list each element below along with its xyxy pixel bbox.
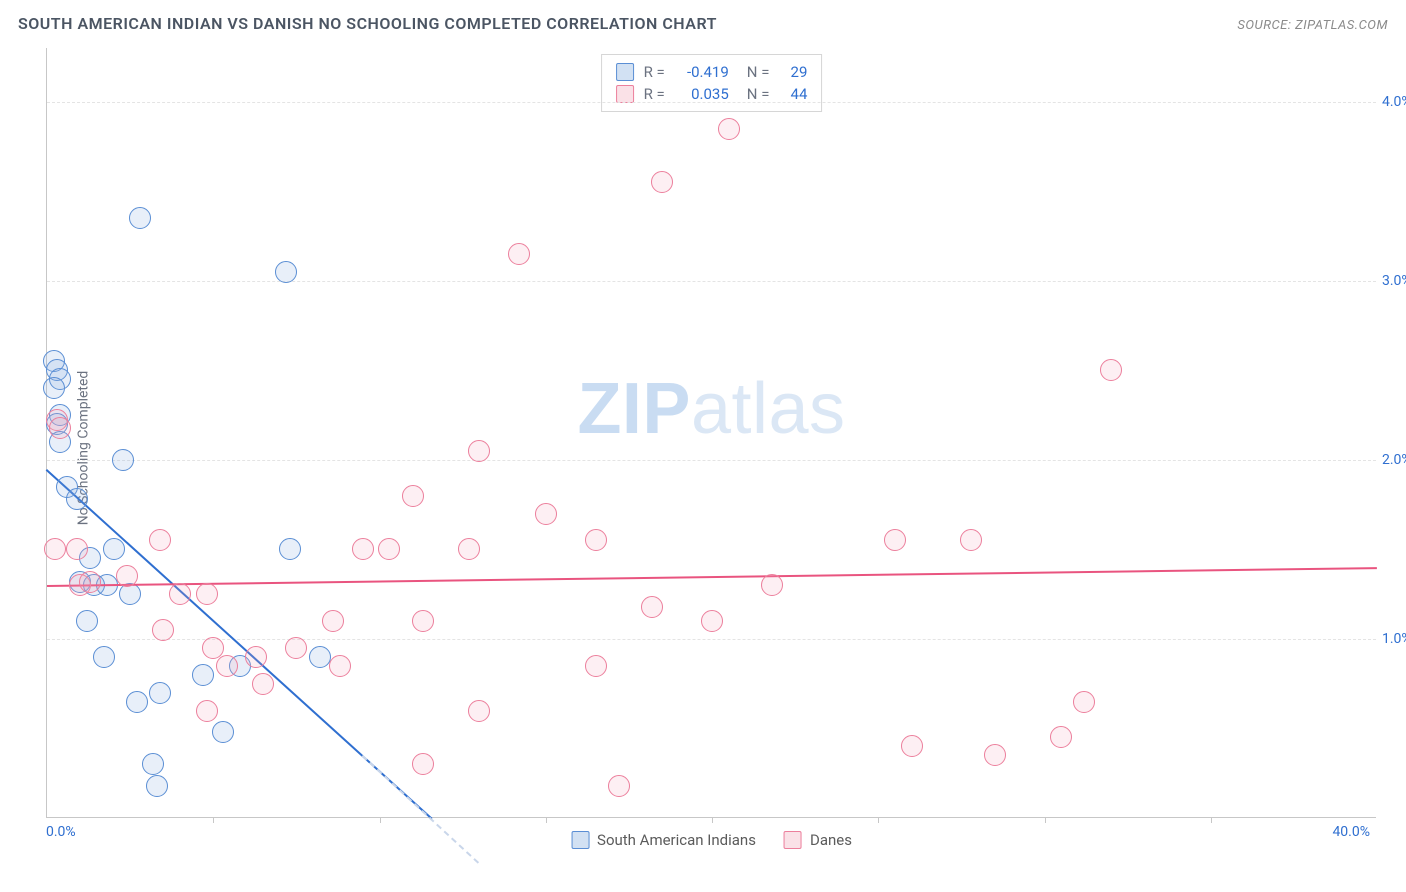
x-tick-mark	[213, 817, 214, 823]
data-point-danes	[585, 529, 607, 551]
data-point-danes	[352, 538, 374, 560]
data-point-danes	[149, 529, 171, 551]
data-point-danes	[761, 574, 783, 596]
gridline	[47, 102, 1376, 103]
stat-r-label: R =	[644, 63, 665, 81]
data-point-danes	[1100, 359, 1122, 381]
data-point-sai	[309, 646, 331, 668]
data-point-sai	[112, 449, 134, 471]
x-tick-mark	[380, 817, 381, 823]
swatch-sai	[616, 63, 634, 81]
data-point-danes	[285, 637, 307, 659]
data-point-danes	[44, 538, 66, 560]
data-point-danes	[412, 610, 434, 632]
gridline	[47, 639, 1376, 640]
data-point-danes	[701, 610, 723, 632]
data-point-danes	[402, 485, 424, 507]
data-point-sai	[43, 377, 65, 399]
data-point-sai	[76, 610, 98, 632]
data-point-danes	[152, 619, 174, 641]
data-point-danes	[378, 538, 400, 560]
data-point-danes	[245, 646, 267, 668]
data-point-sai	[149, 682, 171, 704]
gridline	[47, 281, 1376, 282]
data-point-danes	[468, 700, 490, 722]
stats-box: R = -0.419 N = 29 R = 0.035 N = 44	[601, 54, 823, 112]
gridline	[47, 460, 1376, 461]
data-point-danes	[508, 243, 530, 265]
data-point-danes	[960, 529, 982, 551]
data-point-danes	[641, 596, 663, 618]
x-axis-min: 0.0%	[46, 824, 76, 840]
data-point-danes	[984, 744, 1006, 766]
x-tick-mark	[546, 817, 547, 823]
data-point-sai	[129, 207, 151, 229]
data-point-danes	[252, 673, 274, 695]
data-point-sai	[275, 261, 297, 283]
y-tick-label: 1.0%	[1382, 631, 1406, 647]
data-point-danes	[651, 171, 673, 193]
data-point-sai	[66, 488, 88, 510]
x-tick-mark	[1045, 817, 1046, 823]
stat-r-value-danes: 0.035	[675, 85, 729, 103]
data-point-danes	[1073, 691, 1095, 713]
data-point-danes	[329, 655, 351, 677]
data-point-sai	[146, 775, 168, 797]
regression-line	[47, 567, 1377, 587]
data-point-sai	[93, 646, 115, 668]
x-tick-mark	[878, 817, 879, 823]
data-point-danes	[1050, 726, 1072, 748]
data-point-danes	[49, 417, 71, 439]
data-point-danes	[196, 700, 218, 722]
x-axis-max: 40.0%	[1332, 824, 1370, 840]
swatch-danes	[616, 85, 634, 103]
scatter-plot: ZIPatlas R =-0.419N =29R =0.035N =44 Sou…	[46, 48, 1376, 818]
data-point-danes	[66, 538, 88, 560]
source-attribution: Source: ZipAtlas.com	[1237, 18, 1388, 33]
data-point-sai	[142, 753, 164, 775]
data-point-danes	[322, 610, 344, 632]
data-point-sai	[279, 538, 301, 560]
y-tick-label: 2.0%	[1382, 452, 1406, 468]
data-point-danes	[585, 655, 607, 677]
data-point-sai	[212, 721, 234, 743]
page-title: SOUTH AMERICAN INDIAN VS DANISH NO SCHOO…	[18, 14, 717, 33]
data-point-danes	[79, 571, 101, 593]
stat-n-label: N =	[747, 63, 770, 81]
stat-n-value-danes: 44	[779, 85, 807, 103]
data-point-danes	[116, 565, 138, 587]
stat-n-label: N =	[747, 85, 770, 103]
data-point-danes	[901, 735, 923, 757]
stat-n-value-sai: 29	[779, 63, 807, 81]
data-point-sai	[126, 691, 148, 713]
data-point-danes	[468, 440, 490, 462]
data-point-danes	[884, 529, 906, 551]
data-point-danes	[535, 503, 557, 525]
y-tick-label: 4.0%	[1382, 94, 1406, 110]
stat-r-value-sai: -0.419	[675, 63, 729, 81]
data-point-danes	[412, 753, 434, 775]
data-point-danes	[718, 118, 740, 140]
chart-area: No Schooling Completed ZIPatlas R =-0.41…	[0, 48, 1406, 848]
data-point-danes	[458, 538, 480, 560]
data-point-danes	[196, 583, 218, 605]
data-point-danes	[169, 583, 191, 605]
stat-r-label: R =	[644, 85, 665, 103]
stats-row-sai: R = -0.419 N = 29	[616, 61, 808, 83]
x-tick-mark	[1211, 817, 1212, 823]
y-tick-label: 3.0%	[1382, 273, 1406, 289]
x-tick-mark	[712, 817, 713, 823]
x-axis-labels: 0.0% 40.0%	[46, 824, 1376, 848]
watermark: ZIPatlas	[577, 368, 845, 450]
data-point-danes	[608, 775, 630, 797]
data-point-sai	[192, 664, 214, 686]
data-point-sai	[103, 538, 125, 560]
data-point-danes	[216, 655, 238, 677]
